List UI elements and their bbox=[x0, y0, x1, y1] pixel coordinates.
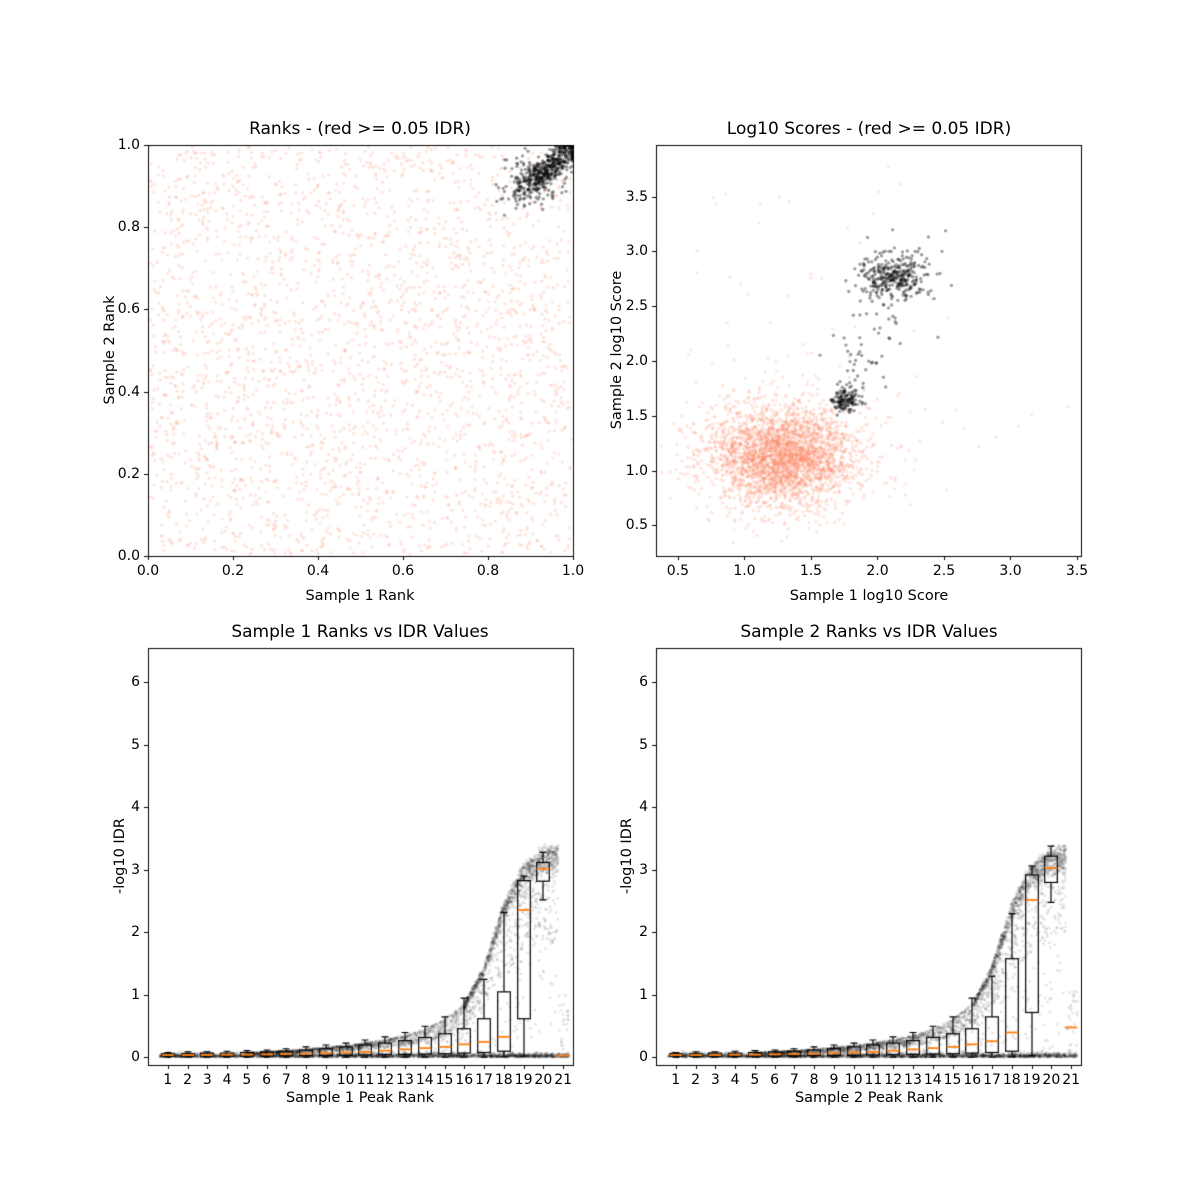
x-tick-label: 6 bbox=[770, 1072, 780, 1088]
subplot-title-sample2-idr: Sample 2 Ranks vs IDR Values bbox=[740, 622, 998, 642]
x-tick-label: 12 bbox=[884, 1072, 903, 1088]
x-tick-label: 16 bbox=[963, 1072, 982, 1088]
y-tick-label: 4 bbox=[639, 799, 648, 816]
x-tick-label: 11 bbox=[356, 1072, 375, 1088]
y-tick-label: 1.0 bbox=[117, 137, 140, 153]
x-tick-label: 19 bbox=[514, 1072, 533, 1088]
x-tick-label: 5 bbox=[750, 1072, 760, 1088]
x-tick-label: 19 bbox=[1022, 1072, 1041, 1088]
y-axis-label-sample2-rank: Sample 2 Rank bbox=[102, 295, 118, 405]
y-tick-label: 1 bbox=[639, 986, 648, 1003]
x-axis-label-sample2-peak-rank: Sample 2 Peak Rank bbox=[794, 1090, 944, 1106]
y-tick-label: 3.0 bbox=[625, 243, 648, 260]
y-axis-label-neglog10-idr-2: -log10 IDR bbox=[619, 818, 635, 894]
y-tick-label: 0.6 bbox=[117, 301, 140, 318]
y-tick-label: 0.0 bbox=[117, 548, 140, 564]
x-tick-label: 1.5 bbox=[799, 563, 823, 579]
x-tick-label: 4 bbox=[222, 1072, 232, 1088]
x-tick-label: 21 bbox=[554, 1072, 573, 1088]
x-tick-label: 0.4 bbox=[306, 563, 330, 579]
x-tick-label: 11 bbox=[864, 1072, 883, 1088]
x-tick-label: 6 bbox=[262, 1072, 272, 1088]
y-tick-label: 2 bbox=[131, 924, 140, 941]
x-tick-label: 9 bbox=[321, 1072, 331, 1088]
x-tick-label: 0.8 bbox=[476, 563, 500, 579]
x-axis-label-sample1-score: Sample 1 log10 Score bbox=[789, 588, 949, 604]
x-tick-label: 0.0 bbox=[136, 563, 160, 579]
y-tick-label: 2.0 bbox=[625, 352, 648, 369]
x-tick-label: 2 bbox=[691, 1072, 700, 1088]
x-tick-label: 20 bbox=[534, 1072, 553, 1088]
x-tick-label: 13 bbox=[396, 1072, 414, 1088]
y-tick-label: 6 bbox=[131, 674, 140, 691]
y-tick-label: 0 bbox=[131, 1049, 140, 1066]
x-tick-label: 8 bbox=[301, 1072, 311, 1088]
y-tick-label: 2 bbox=[639, 924, 648, 941]
x-tick-label: 0.2 bbox=[221, 563, 245, 579]
x-tick-label: 3.0 bbox=[999, 563, 1022, 579]
x-tick-label: 16 bbox=[455, 1072, 474, 1088]
x-tick-label: 1.0 bbox=[561, 563, 585, 579]
y-tick-label: 4 bbox=[131, 799, 140, 816]
y-tick-label: 0 bbox=[639, 1049, 648, 1066]
x-tick-label: 17 bbox=[475, 1072, 493, 1088]
y-tick-label: 5 bbox=[639, 736, 648, 753]
y-tick-label: 3 bbox=[639, 861, 648, 878]
x-tick-label: 15 bbox=[435, 1072, 454, 1088]
x-tick-label: 3 bbox=[710, 1072, 720, 1088]
x-tick-label: 13 bbox=[904, 1072, 922, 1088]
y-tick-label: 1 bbox=[131, 986, 140, 1003]
x-tick-label: 9 bbox=[829, 1072, 839, 1088]
x-axis-label-sample1-peak-rank: Sample 1 Peak Rank bbox=[285, 1090, 435, 1106]
x-tick-label: 1.0 bbox=[733, 563, 756, 579]
x-tick-label: 10 bbox=[336, 1072, 355, 1088]
x-tick-label: 12 bbox=[376, 1072, 395, 1088]
x-tick-label: 7 bbox=[281, 1072, 291, 1088]
subplot-title-sample1-idr: Sample 1 Ranks vs IDR Values bbox=[231, 622, 489, 642]
x-tick-label: 5 bbox=[242, 1072, 252, 1088]
x-tick-label: 18 bbox=[1002, 1072, 1021, 1088]
x-tick-label: 17 bbox=[983, 1072, 1001, 1088]
x-tick-label: 0.6 bbox=[391, 563, 415, 579]
x-tick-label: 18 bbox=[494, 1072, 513, 1088]
x-tick-label: 8 bbox=[809, 1072, 819, 1088]
y-tick-label: 5 bbox=[131, 736, 140, 753]
y-tick-label: 2.5 bbox=[625, 298, 648, 315]
y-tick-label: 6 bbox=[639, 674, 648, 691]
y-tick-label: 0.8 bbox=[117, 219, 140, 236]
x-tick-label: 15 bbox=[943, 1072, 962, 1088]
x-tick-label: 21 bbox=[1062, 1072, 1081, 1088]
x-tick-label: 2 bbox=[183, 1072, 192, 1088]
x-tick-label: 1 bbox=[163, 1072, 173, 1088]
x-axis-label-sample1-rank: Sample 1 Rank bbox=[305, 588, 415, 604]
x-tick-label: 4 bbox=[730, 1072, 740, 1088]
x-tick-label: 3.5 bbox=[1065, 563, 1089, 579]
y-tick-label: 0.2 bbox=[117, 465, 140, 482]
y-tick-label: 1.0 bbox=[625, 462, 648, 479]
y-tick-label: 3 bbox=[131, 861, 140, 878]
x-tick-label: 7 bbox=[789, 1072, 799, 1088]
subplot-title-ranks: Ranks - (red >= 0.05 IDR) bbox=[249, 119, 471, 139]
subplot-title-log10-scores: Log10 Scores - (red >= 0.05 IDR) bbox=[726, 119, 1012, 139]
y-axis-label-sample2-score: Sample 2 log10 Score bbox=[609, 270, 625, 430]
x-tick-label: 14 bbox=[923, 1072, 942, 1088]
y-tick-label: 0.5 bbox=[625, 517, 648, 534]
y-tick-label: 1.5 bbox=[625, 407, 648, 424]
y-tick-label: 3.5 bbox=[625, 188, 648, 205]
x-tick-label: 1 bbox=[671, 1072, 681, 1088]
x-tick-label: 2.5 bbox=[932, 563, 956, 579]
x-tick-label: 14 bbox=[415, 1072, 434, 1088]
y-axis-label-neglog10-idr-1: -log10 IDR bbox=[112, 818, 128, 894]
y-tick-label: 0.4 bbox=[117, 383, 140, 400]
x-tick-label: 10 bbox=[844, 1072, 863, 1088]
x-tick-label: 3 bbox=[202, 1072, 212, 1088]
x-tick-label: 20 bbox=[1042, 1072, 1061, 1088]
x-tick-label: 2.0 bbox=[866, 563, 889, 579]
x-tick-label: 0.5 bbox=[666, 563, 690, 579]
